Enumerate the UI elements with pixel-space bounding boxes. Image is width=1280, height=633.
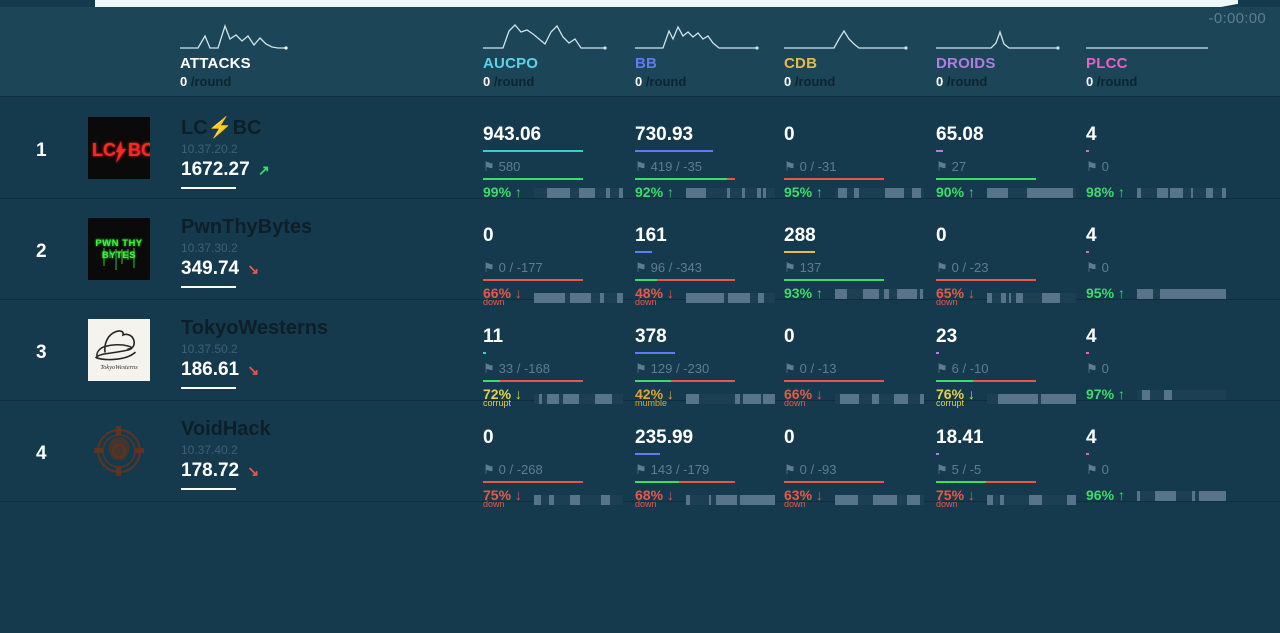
- svg-text:TokyoWesterns: TokyoWesterns: [100, 364, 138, 371]
- svg-text:PWN THY: PWN THY: [95, 238, 142, 249]
- svg-text:LC: LC: [92, 140, 116, 160]
- svg-text:BYTES: BYTES: [102, 250, 136, 261]
- svg-text:BC: BC: [128, 140, 150, 160]
